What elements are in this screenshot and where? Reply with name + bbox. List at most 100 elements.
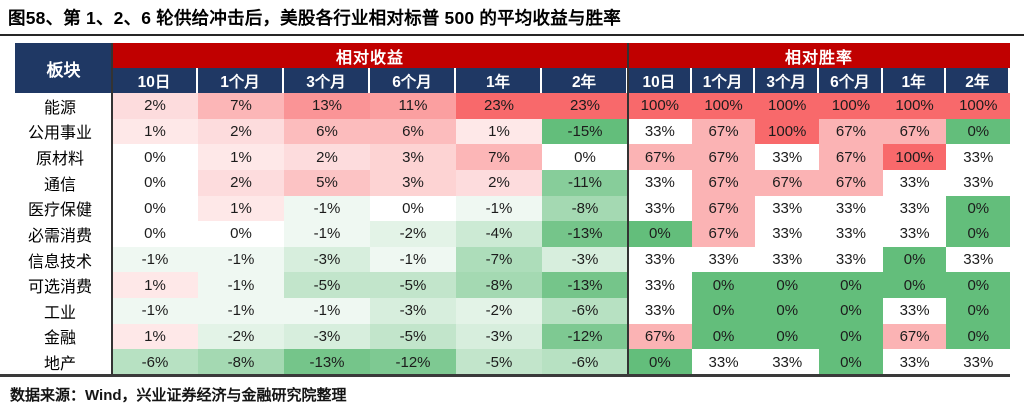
winrate-cell: 33%	[755, 195, 820, 222]
winrate-cell: 33%	[755, 221, 820, 247]
winrate-cell: 33%	[882, 298, 947, 324]
winrate-cell: 33%	[628, 169, 692, 196]
return-cell: 2%	[198, 118, 284, 145]
figure-table: 板块 相对收益 相对胜率 10日 1个月 3个月 6个月 1年 2年 10日 1个月 3个月 6个…	[8, 43, 1011, 375]
divider-labels-data	[111, 43, 113, 375]
winrate-cell: 100%	[628, 93, 692, 119]
winrate-cell: 0%	[755, 272, 820, 298]
winrate-cell: 67%	[755, 169, 820, 196]
return-cell: 23%	[542, 93, 628, 119]
return-cell: -2%	[370, 221, 456, 247]
return-cell: 2%	[284, 144, 370, 170]
return-cell: -15%	[542, 118, 628, 145]
return-cell: -1%	[198, 246, 284, 273]
return-cell: -13%	[284, 349, 370, 375]
return-cell: -12%	[542, 323, 628, 350]
return-cell: -11%	[542, 169, 628, 196]
winrate-cell: 33%	[946, 169, 1011, 196]
return-cell: -2%	[456, 298, 542, 324]
winrate-cell: 0%	[946, 221, 1011, 247]
winrate-cell: 0%	[819, 349, 883, 375]
corner-header-sector: 板块	[15, 43, 112, 93]
return-cell: 0%	[542, 144, 628, 170]
period-header: 6个月	[370, 68, 456, 93]
return-cell: 0%	[198, 221, 284, 247]
period-header: 10日	[628, 68, 692, 93]
period-header: 2年	[946, 68, 1011, 93]
divider-returns-winrate	[627, 43, 629, 375]
return-cell: 1%	[456, 118, 542, 145]
sector-label: 医疗保健	[8, 195, 112, 222]
winrate-cell: 0%	[819, 298, 883, 324]
winrate-cell: 100%	[691, 93, 756, 119]
period-header: 1个月	[691, 68, 756, 93]
title-divider	[0, 34, 1024, 36]
winrate-cell: 100%	[882, 93, 947, 119]
period-header: 1年	[882, 68, 947, 93]
period-header: 1个月	[198, 68, 284, 93]
return-cell: -5%	[370, 323, 456, 350]
winrate-cell: 0%	[819, 272, 883, 298]
sector-label: 通信	[8, 169, 112, 196]
return-cell: -3%	[542, 246, 628, 273]
return-cell: 0%	[112, 221, 198, 247]
winrate-cell: 0%	[755, 323, 820, 350]
winrate-cell: 0%	[691, 272, 756, 298]
winrate-cell: 67%	[691, 169, 756, 196]
sector-label: 工业	[8, 298, 112, 324]
winrate-cell: 0%	[882, 272, 947, 298]
return-cell: -1%	[284, 298, 370, 324]
sector-label: 公用事业	[8, 118, 112, 145]
return-cell: -1%	[456, 195, 542, 222]
return-cell: -1%	[112, 298, 198, 324]
winrate-cell: 100%	[755, 118, 820, 145]
period-header: 3个月	[284, 68, 370, 93]
winrate-cell: 33%	[628, 118, 692, 145]
return-cell: -1%	[284, 221, 370, 247]
return-cell: -8%	[456, 272, 542, 298]
return-cell: 1%	[198, 144, 284, 170]
return-cell: -3%	[284, 323, 370, 350]
return-cell: 3%	[370, 169, 456, 196]
winrate-cell: 67%	[882, 323, 947, 350]
return-cell: 1%	[112, 323, 198, 350]
return-cell: 13%	[284, 93, 370, 119]
winrate-cell: 0%	[946, 195, 1011, 222]
period-header: 2年	[542, 68, 628, 93]
group-header-relative-winrate: 相对胜率	[628, 43, 1011, 68]
return-cell: 11%	[370, 93, 456, 119]
winrate-cell: 33%	[946, 349, 1011, 375]
winrate-cell: 33%	[755, 144, 820, 170]
return-cell: 0%	[112, 195, 198, 222]
winrate-cell: 67%	[819, 169, 883, 196]
winrate-cell: 0%	[628, 349, 692, 375]
winrate-cell: 33%	[755, 246, 820, 273]
winrate-cell: 67%	[882, 118, 947, 145]
winrate-cell: 67%	[819, 118, 883, 145]
winrate-cell: 0%	[946, 298, 1011, 324]
winrate-cell: 0%	[882, 246, 947, 273]
winrate-cell: 33%	[819, 246, 883, 273]
sector-label: 原材料	[8, 144, 112, 170]
return-cell: -13%	[542, 221, 628, 247]
return-cell: 0%	[370, 195, 456, 222]
return-cell: 23%	[456, 93, 542, 119]
winrate-cell: 0%	[628, 221, 692, 247]
return-cell: -5%	[284, 272, 370, 298]
return-cell: -3%	[456, 323, 542, 350]
winrate-cell: 100%	[946, 93, 1011, 119]
sector-label: 可选消费	[8, 272, 112, 298]
return-cell: 0%	[112, 169, 198, 196]
winrate-cell: 67%	[691, 144, 756, 170]
return-cell: -6%	[112, 349, 198, 375]
winrate-cell: 33%	[628, 246, 692, 273]
sector-label: 必需消费	[8, 221, 112, 247]
period-header: 6个月	[819, 68, 883, 93]
table-bottom-border	[0, 374, 1010, 377]
return-cell: 6%	[284, 118, 370, 145]
return-cell: 6%	[370, 118, 456, 145]
winrate-cell: 67%	[628, 323, 692, 350]
return-cell: -5%	[456, 349, 542, 375]
return-cell: -8%	[542, 195, 628, 222]
